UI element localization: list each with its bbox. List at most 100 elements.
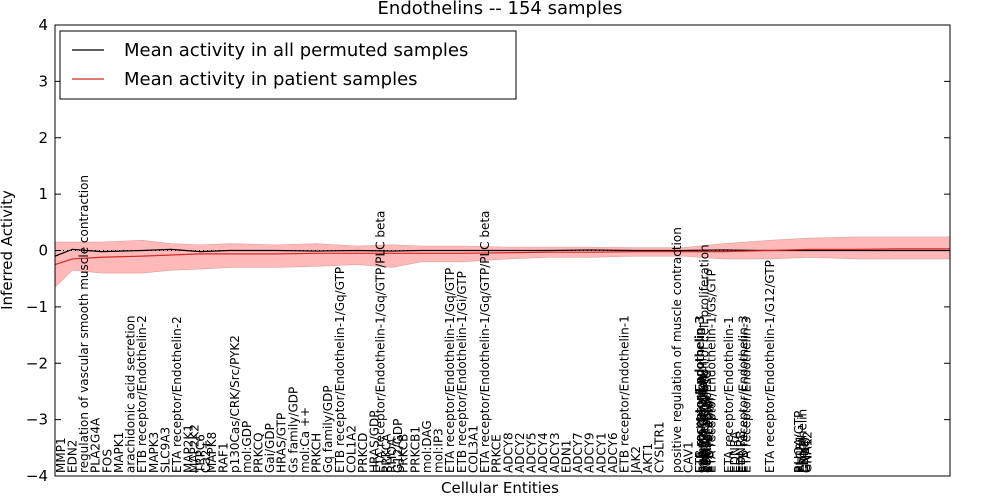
category-label: EDN2 bbox=[65, 440, 79, 473]
category-label: ADCY2 bbox=[513, 432, 527, 473]
category-label: muscle contraction bbox=[695, 358, 709, 473]
category-label: MAPK1 bbox=[112, 432, 126, 473]
category-label: Gq family/GDP bbox=[321, 385, 335, 473]
category-label: ADCY3 bbox=[548, 432, 562, 473]
category-label: ETA receptor/Endothelin-1/Gq/GTP/PLC bet… bbox=[478, 211, 492, 473]
category-label: RAF1 bbox=[217, 442, 231, 473]
category-label: regulation of vascular smooth muscle con… bbox=[77, 175, 91, 473]
category-label: ADCY8 bbox=[501, 432, 515, 473]
category-label: ADCY1 bbox=[594, 432, 608, 473]
category-label: PRKCD bbox=[356, 433, 370, 473]
category-label: MAP2K2 bbox=[187, 424, 201, 473]
category-label: MAPK3 bbox=[147, 432, 161, 473]
y-tick-label: 1 bbox=[38, 185, 48, 203]
category-label: mol:Ca ++ bbox=[298, 407, 312, 473]
category-label: Ca2+ bbox=[199, 440, 213, 473]
category-label: PRKCA bbox=[379, 433, 393, 473]
category-label: HRAS/GDP bbox=[368, 410, 382, 473]
x-axis-label: Cellular Entities bbox=[441, 479, 559, 497]
y-tick-label: −3 bbox=[26, 411, 48, 429]
category-label: vasoconstriction bbox=[697, 375, 711, 473]
category-label: MAP2K1 bbox=[182, 424, 196, 473]
series-1-line bbox=[54, 248, 950, 266]
category-label: PRKCQ bbox=[251, 432, 265, 473]
category-label: TRPC6 bbox=[193, 434, 207, 474]
category-label: ETB receptor/Endothelin-1 bbox=[618, 315, 632, 473]
category-label: cellular response bbox=[700, 371, 714, 473]
category-label: ADCY5 bbox=[525, 432, 539, 473]
category-label: RHOA bbox=[385, 437, 399, 473]
category-label: ETA receptor/Endothelin-1/G12/GTP bbox=[763, 260, 777, 473]
category-label: GNA12 bbox=[801, 431, 815, 473]
category-label: PLCB1 bbox=[794, 435, 808, 473]
category-label: Gs family/GDP bbox=[286, 387, 300, 473]
category-label: CAV1 bbox=[681, 441, 695, 473]
category-label: arachidonic acid secretion bbox=[124, 316, 138, 473]
legend-box bbox=[59, 30, 517, 100]
legend-entry: Mean activity in all permuted samples bbox=[124, 40, 468, 61]
category-label: GNAQ bbox=[799, 437, 813, 473]
category-label: ETA receptor/Endothelin-1 bbox=[722, 316, 736, 473]
category-label: ETA receptor/Endothelin-2 bbox=[170, 316, 184, 473]
category-label: positive regulation of muscle contractio… bbox=[670, 227, 684, 473]
category-label: ETB receptor/Endothelin-1/Gi/GTP bbox=[455, 271, 469, 473]
category-label: Gai/GDP bbox=[263, 423, 277, 473]
category-label: ETA receptor/Endothelin-1/Gq/GTP bbox=[443, 268, 457, 473]
y-tick-label: −4 bbox=[26, 467, 48, 485]
category-label: EDN2 bbox=[797, 440, 811, 473]
category-label: EDN3 bbox=[699, 440, 713, 473]
category-label: ADCY6 bbox=[606, 432, 620, 473]
category-label: ETB receptor/Endothelin-1/Gq/GTP bbox=[333, 267, 347, 473]
category-label: ADCY4 bbox=[536, 432, 550, 473]
category-label: PRKCE bbox=[490, 434, 504, 473]
category-label: MMP1 bbox=[54, 437, 68, 473]
category-label: ETA receptor/Endothelin-1/Gq/GTP/PLC bet… bbox=[373, 211, 387, 473]
category-label: EDN1 bbox=[559, 440, 573, 473]
category-label: ETA receptor/Endothelin-1/Gs/GTP bbox=[705, 269, 719, 473]
category-label: ETB receptor/Endothelin-3 bbox=[737, 315, 751, 473]
category-label: JAK2 bbox=[629, 446, 643, 474]
category-label: FOS bbox=[100, 449, 114, 473]
category-label: mol:GDP bbox=[240, 421, 254, 473]
category-label: EDNRA bbox=[728, 430, 742, 473]
category-label: ADCY7 bbox=[571, 432, 585, 473]
y-tick-label: 2 bbox=[38, 129, 48, 147]
category-label: AKT1 bbox=[641, 443, 655, 473]
category-label: positive regulation of cell proliferatio… bbox=[698, 244, 712, 473]
category-label: Endothelin bbox=[795, 409, 809, 473]
y-tick-label: 4 bbox=[38, 16, 48, 34]
category-label: PRKCH bbox=[310, 433, 324, 473]
category-label: SLC9A3 bbox=[158, 427, 172, 473]
category-label: ETB receptor/Endothelin-3 bbox=[693, 315, 707, 473]
y-tick-label: 3 bbox=[38, 72, 48, 90]
category-label: p130Cas/CRK/Src/PYK2 bbox=[228, 335, 242, 473]
category-label: ETA receptor bbox=[701, 396, 715, 473]
y-tick-label: 0 bbox=[38, 242, 48, 260]
category-label: RHOA/GTP bbox=[792, 411, 806, 473]
category-label: ETA receptor/Endothelin-3 bbox=[740, 316, 754, 473]
series-1-band bbox=[54, 236, 951, 288]
category-label: COL3A1 bbox=[466, 425, 480, 473]
category-label: PRKCB1 bbox=[408, 426, 422, 473]
category-label: mol:IP3 bbox=[432, 428, 446, 473]
category-label: PLA2G4A bbox=[89, 417, 103, 473]
category-label: COL1A2 bbox=[344, 425, 358, 473]
category-label: G12/GDP bbox=[391, 419, 405, 473]
chart-title: Endothelins -- 154 samples bbox=[378, 0, 623, 19]
category-label: MAPK8 bbox=[205, 432, 219, 473]
category-label: EDNRB bbox=[734, 431, 748, 473]
y-tick-label: −1 bbox=[26, 298, 48, 316]
category-label: cell proliferation bbox=[694, 375, 708, 473]
legend-entry: Mean activity in patient samples bbox=[124, 69, 418, 90]
category-label: ETA receptor/Endothelin-3 bbox=[693, 316, 707, 473]
category-label: ETB receptor/Endothelin-2 bbox=[135, 315, 149, 473]
category-label: HRAS/GTP bbox=[275, 413, 289, 473]
category-label: mol:DAG bbox=[420, 420, 434, 473]
category-label: PRKCB bbox=[397, 434, 411, 473]
category-label: CYSLTR1 bbox=[652, 422, 666, 473]
y-tick-label: −2 bbox=[26, 354, 48, 372]
category-label: ADCY9 bbox=[583, 432, 597, 473]
category-label: ETB receptor bbox=[702, 395, 716, 473]
y-axis-label: Inferred Activity bbox=[0, 190, 16, 310]
